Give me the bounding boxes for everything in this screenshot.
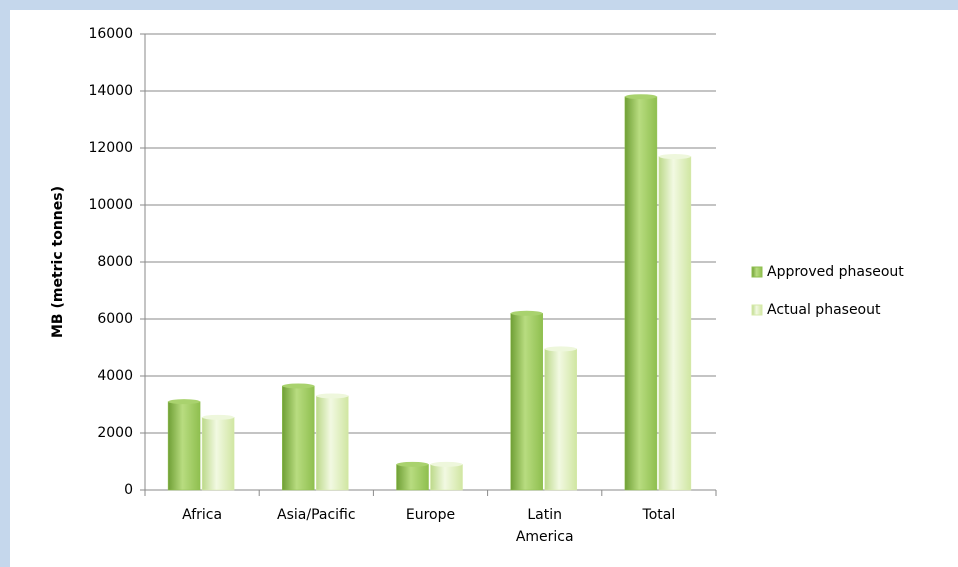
bar-top [396, 461, 429, 467]
y-tick-label: 4000 [97, 368, 133, 384]
bar [544, 348, 577, 491]
bar-top [624, 94, 657, 100]
bar [658, 156, 692, 491]
bar-top [202, 414, 235, 420]
y-axis-title: MB (metric tonnes) [50, 186, 66, 338]
legend-swatch [751, 266, 763, 278]
x-tick-label: Europe [405, 507, 456, 523]
x-tick-label: Africa [182, 507, 223, 523]
bar-top [282, 383, 315, 389]
bar-top [430, 461, 463, 467]
bar [396, 464, 429, 491]
y-tick-label: 16000 [88, 26, 133, 42]
chart-area [10, 10, 958, 567]
bar [282, 385, 315, 491]
bar-top [658, 154, 691, 160]
y-tick-label: 2000 [97, 425, 133, 441]
bar [201, 417, 235, 491]
y-tick-label: 12000 [88, 140, 133, 156]
legend-label: Actual phaseout [767, 302, 881, 318]
legend-swatch [751, 304, 763, 316]
bar-top [544, 346, 577, 352]
bar [510, 313, 543, 491]
y-tick-label: 14000 [88, 83, 133, 99]
legend-label: Approved phaseout [767, 264, 904, 280]
x-tick-label: Total [642, 507, 676, 523]
x-tick-label: Latin America [515, 507, 574, 545]
x-tick-label: Asia/Pacific [277, 507, 356, 523]
y-tick-label: 8000 [97, 254, 133, 270]
bar-top [168, 399, 201, 405]
bar [167, 401, 201, 491]
bar [316, 395, 349, 491]
bar [624, 96, 658, 491]
bar-top [316, 393, 349, 399]
y-tick-label: 0 [124, 482, 133, 498]
y-tick-label: 6000 [97, 311, 133, 327]
bar [430, 464, 463, 491]
bar-top [510, 310, 543, 316]
y-tick-label: 10000 [88, 197, 133, 213]
